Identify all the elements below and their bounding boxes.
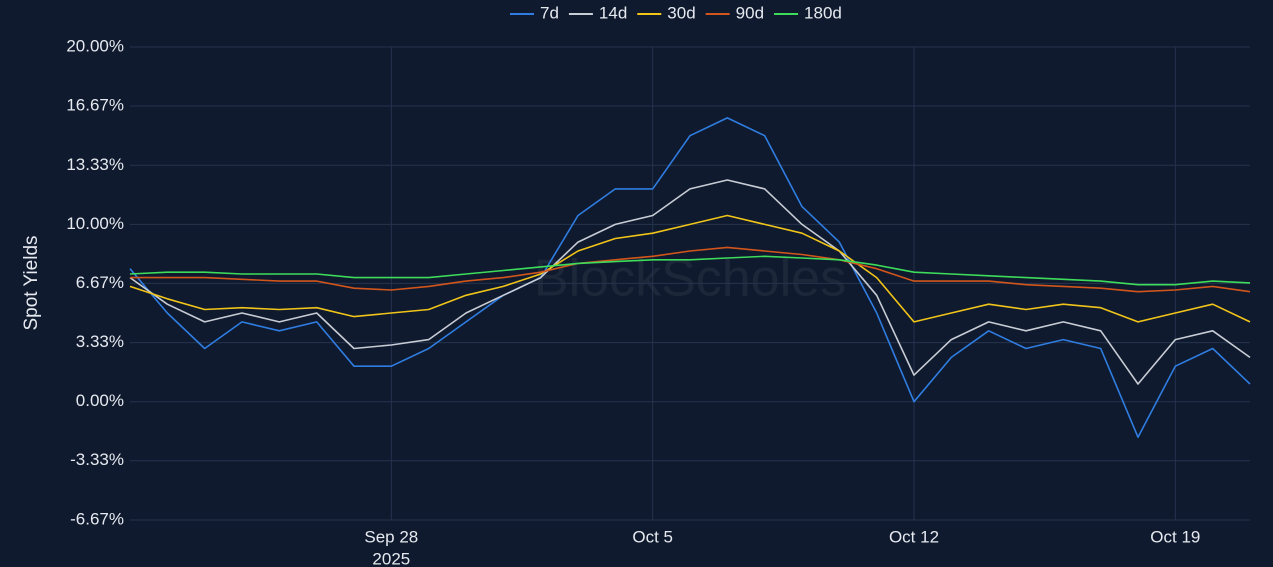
legend-label: 90d (736, 3, 764, 22)
y-tick-label: 0.00% (76, 391, 124, 410)
legend: 7d 14d 30d 90d 180d (510, 3, 842, 22)
y-tick-label: 3.33% (76, 332, 124, 351)
x-tick-label: Sep 28 (364, 527, 418, 546)
x-tick-label: Oct 5 (632, 527, 673, 546)
series-line (129, 117, 1251, 438)
legend-label: 14d (599, 3, 627, 22)
legend-label: 7d (540, 3, 559, 22)
legend-label: 180d (804, 3, 842, 22)
y-axis-title: Spot Yields (21, 235, 42, 330)
y-tick-label: -6.67% (70, 509, 124, 528)
y-tick-label: 10.00% (66, 214, 124, 233)
y-tick-label: -3.33% (70, 450, 124, 469)
y-tick-label: 16.67% (66, 96, 124, 115)
grid (130, 46, 1250, 521)
series-line (129, 179, 1251, 385)
series-line (129, 214, 1251, 323)
series-line (130, 246, 1251, 293)
y-tick-label: 20.00% (66, 36, 124, 55)
y-tick-label: 6.67% (76, 273, 124, 292)
series-line (129, 255, 1251, 286)
x-tick-label: Oct 19 (1150, 527, 1200, 546)
x-tick-label: Oct 12 (889, 527, 939, 546)
legend-label: 30d (667, 3, 695, 22)
x-tick-sublabel: 2025 (372, 549, 410, 567)
y-tick-label: 13.33% (66, 155, 124, 174)
